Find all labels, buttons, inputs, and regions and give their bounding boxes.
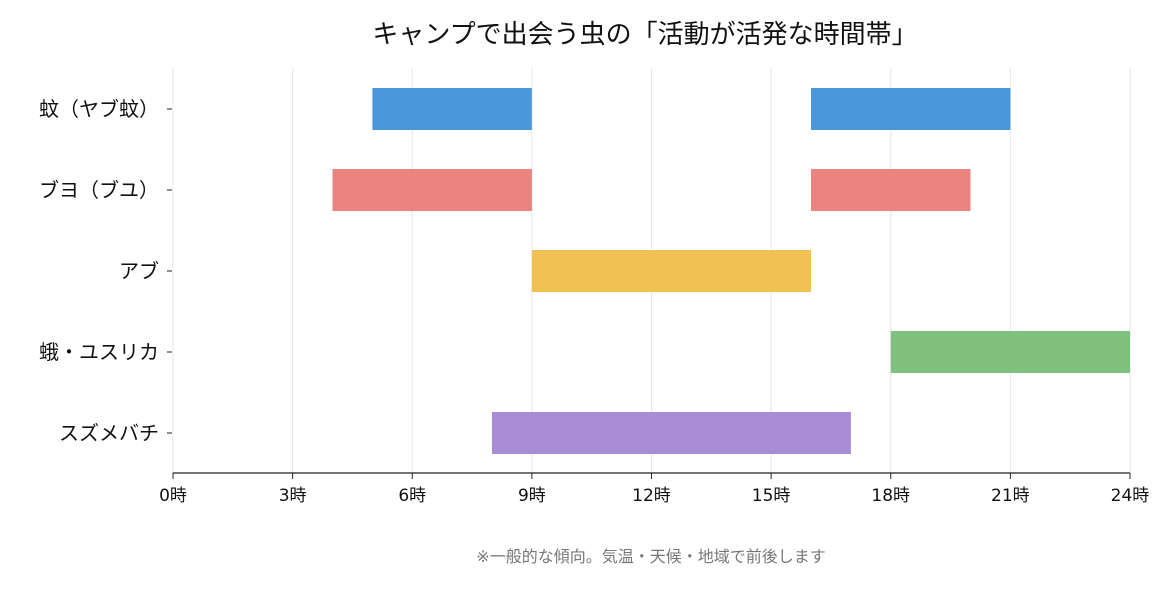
bar-segment bbox=[332, 169, 532, 211]
x-tick-label: 3時 bbox=[279, 486, 307, 506]
bar-segment bbox=[811, 88, 1011, 130]
x-tick-label: 21時 bbox=[991, 486, 1030, 506]
footnote: ※一般的な傾向。気温・天候・地域で前後します bbox=[476, 547, 825, 566]
axes: 0時 3時 6時 9時 12時 15時 18時 21時 24時 蚊（ヤブ蚊） ブヨ（ブユ） アブ蛾・ユ… bbox=[39, 97, 1149, 506]
x-tick-label: 24時 bbox=[1111, 486, 1150, 506]
x-tick-label: 12時 bbox=[632, 486, 671, 506]
y-tick-label: 蚊（ヤブ蚊） bbox=[39, 97, 159, 121]
x-tick-label: 0時 bbox=[159, 486, 187, 506]
x-tick-label: 18時 bbox=[871, 486, 910, 506]
y-tick-label: アブ bbox=[119, 259, 159, 283]
chart-title: キャンプで出会う虫の「活動が活発な時間帯」 bbox=[372, 20, 917, 50]
x-tick-label: 9時 bbox=[518, 486, 546, 506]
bars bbox=[332, 88, 1130, 454]
bar-segment bbox=[531, 250, 811, 292]
bar-segment bbox=[890, 331, 1130, 373]
x-tick-label: 15時 bbox=[752, 486, 791, 506]
y-tick-label: ブヨ（ブユ） bbox=[39, 178, 159, 202]
x-tick-label: 6時 bbox=[398, 486, 426, 506]
y-tick-label: スズメバチ bbox=[59, 421, 159, 445]
bar-segment bbox=[372, 88, 532, 130]
bar-segment bbox=[811, 169, 971, 211]
bar-segment bbox=[492, 412, 851, 454]
y-tick-label: 蛾・ユスリカ bbox=[39, 340, 159, 364]
